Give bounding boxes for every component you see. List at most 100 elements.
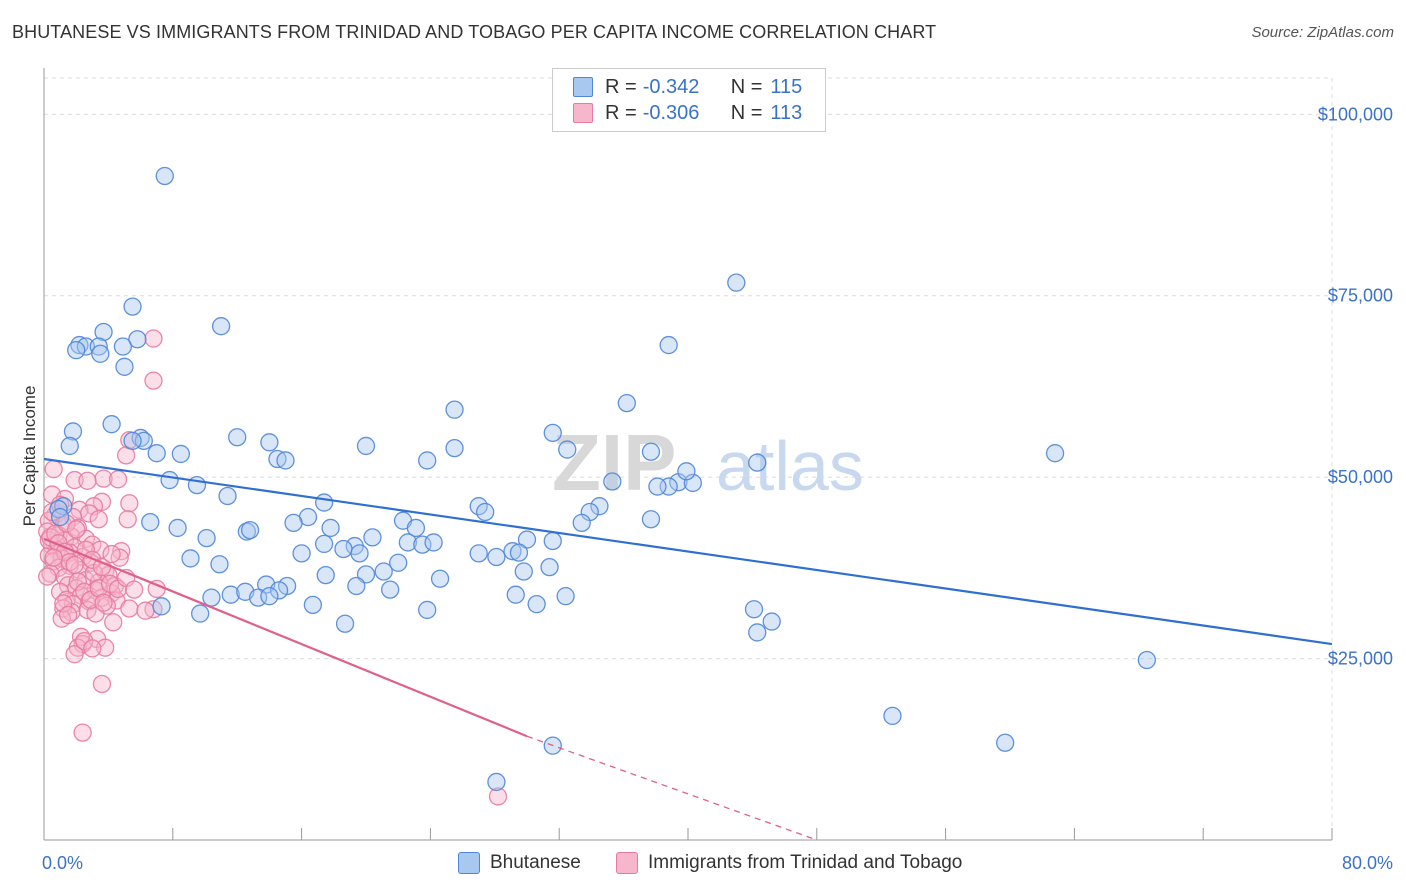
data-point-bhutanese	[123, 431, 142, 451]
data-point-bhutanese	[445, 400, 464, 419]
data-point-trinidad	[118, 510, 137, 529]
trend-line-trinidad-extrapolated	[526, 735, 818, 841]
data-point-bhutanese	[727, 273, 746, 292]
data-point-bhutanese	[683, 473, 702, 493]
watermark: ZIP atlas	[552, 418, 864, 507]
data-point-bhutanese	[762, 612, 781, 631]
legend-swatch-blue	[458, 852, 480, 874]
data-point-bhutanese	[363, 528, 382, 547]
series-trinidad-tobago	[38, 329, 508, 806]
data-point-bhutanese	[218, 486, 237, 506]
data-point-bhutanese	[113, 337, 133, 356]
data-point-bhutanese	[517, 530, 537, 549]
legend-n-label: N =	[730, 101, 763, 124]
data-point-trinidad	[120, 494, 139, 513]
legend-r-label: R =	[605, 75, 637, 98]
legend-r-value: -0.306	[642, 101, 700, 124]
data-point-trinidad	[38, 567, 57, 586]
data-point-bhutanese	[260, 433, 279, 452]
data-point-bhutanese	[168, 518, 187, 538]
data-point-bhutanese	[60, 436, 79, 456]
data-point-bhutanese	[413, 535, 432, 554]
data-point-bhutanese	[514, 562, 533, 581]
data-point-bhutanese	[115, 357, 134, 376]
data-point-bhutanese	[70, 335, 89, 355]
data-point-bhutanese	[543, 531, 562, 551]
data-point-bhutanese	[506, 585, 525, 604]
data-point-bhutanese	[171, 444, 191, 464]
tick-labels: $25,000 $50,000 $75,000 $100,000 0.0% 80.0%	[42, 104, 1393, 873]
data-point-bhutanese	[89, 337, 108, 356]
data-point-bhutanese	[314, 493, 334, 512]
data-point-bhutanese	[260, 587, 279, 606]
data-point-bhutanese	[314, 534, 334, 554]
data-point-bhutanese	[141, 512, 160, 532]
legend-item-trinidad[interactable]: Immigrants from Trinidad and Tobago	[616, 852, 962, 874]
data-point-bhutanese	[63, 422, 83, 441]
data-point-bhutanese	[389, 553, 408, 572]
data-point-bhutanese	[748, 453, 767, 472]
trend-line-trinidad	[43, 537, 528, 738]
data-point-bhutanese	[202, 588, 221, 607]
legend-r-label: R =	[605, 101, 637, 124]
watermark-zip: ZIP	[552, 418, 676, 507]
legend-n-value: 113	[770, 101, 803, 124]
data-point-bhutanese	[430, 569, 450, 588]
data-point-bhutanese	[418, 451, 437, 470]
data-point-trinidad	[67, 520, 86, 539]
data-point-trinidad	[59, 605, 78, 625]
data-point-bhutanese	[883, 706, 902, 726]
data-point-bhutanese	[590, 497, 609, 516]
data-point-bhutanese	[102, 415, 121, 434]
x-tick-label: 80.0%	[1342, 853, 1393, 873]
data-point-bhutanese	[487, 547, 506, 567]
data-point-trinidad	[68, 572, 87, 591]
correlation-legend: R = -0.342 N = 115 R = -0.306 N = 113	[552, 68, 826, 132]
data-point-bhutanese	[659, 335, 678, 355]
legend-swatch-pink	[573, 103, 593, 123]
data-point-trinidad	[65, 470, 84, 490]
data-point-trinidad	[144, 329, 163, 348]
data-point-bhutanese	[269, 581, 289, 600]
data-point-bhutanese	[641, 510, 661, 529]
data-point-bhutanese	[221, 585, 240, 604]
data-point-bhutanese	[210, 555, 229, 574]
axes	[43, 68, 1333, 841]
grid	[44, 77, 1333, 840]
data-point-trinidad	[108, 470, 128, 489]
data-point-bhutanese	[67, 340, 86, 360]
data-point-bhutanese	[335, 614, 355, 633]
data-point-bhutanese	[603, 472, 622, 491]
data-point-bhutanese	[556, 587, 575, 606]
data-point-bhutanese	[558, 440, 577, 459]
data-point-bhutanese	[356, 436, 376, 456]
y-axis-label: Per Capita Income	[20, 386, 39, 527]
data-point-bhutanese	[469, 544, 488, 563]
legend-swatch-blue	[573, 77, 593, 97]
data-point-bhutanese	[418, 600, 437, 620]
chart-title: BHUTANESE VS IMMIGRANTS FROM TRINIDAD AN…	[12, 22, 937, 42]
data-point-bhutanese	[424, 533, 443, 552]
data-point-trinidad	[78, 471, 97, 490]
data-point-bhutanese	[406, 518, 426, 538]
data-point-bhutanese	[181, 549, 200, 568]
data-point-bhutanese	[996, 733, 1015, 752]
data-point-trinidad	[104, 613, 123, 632]
legend-item-bhutanese[interactable]: Bhutanese	[458, 852, 581, 874]
series-legend: Bhutanese Immigrants from Trinidad and T…	[0, 852, 1406, 878]
data-point-bhutanese	[228, 428, 247, 447]
data-point-bhutanese	[648, 477, 667, 496]
data-point-trinidad	[125, 580, 144, 599]
data-point-bhutanese	[197, 528, 216, 548]
data-point-trinidad	[120, 599, 139, 618]
trend-lines	[43, 457, 1333, 841]
legend-n-label: N =	[730, 75, 763, 98]
data-point-bhutanese	[503, 542, 522, 561]
data-point-bhutanese	[211, 317, 231, 336]
x-tick-label: 0.0%	[42, 853, 83, 873]
data-point-bhutanese	[284, 513, 303, 533]
data-point-bhutanese	[487, 772, 506, 792]
legend-swatch-pink	[616, 852, 638, 874]
data-point-trinidad	[89, 510, 108, 529]
